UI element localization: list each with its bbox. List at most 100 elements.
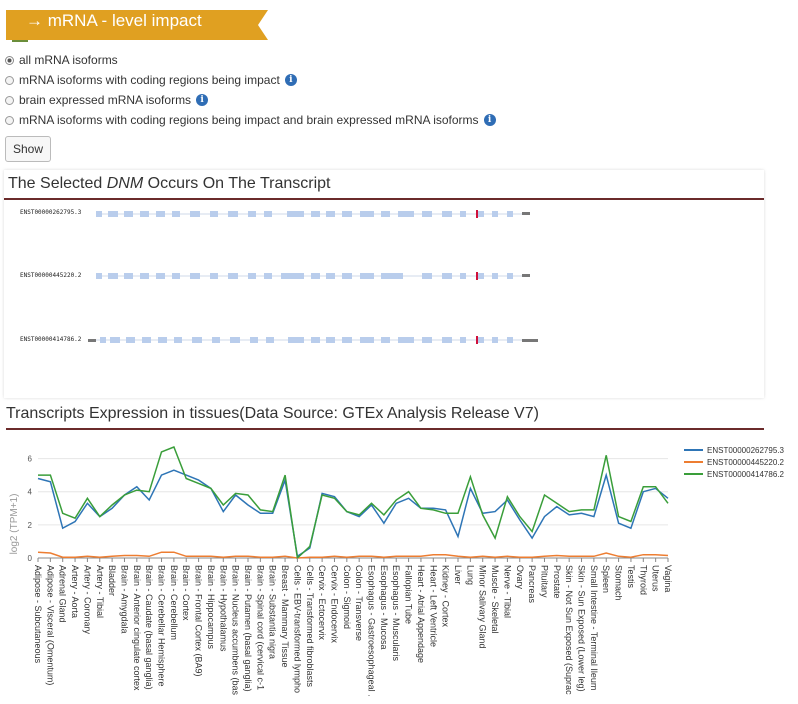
x-tick-label: Brain - Amygdala [119,565,129,634]
x-tick-label: Testis [626,565,636,589]
x-tick-label: Colon - Sigmoid [342,565,352,629]
filter-label: mRNA isoforms with coding regions being … [19,113,479,127]
legend-label[interactable]: ENST00000262795.3 [707,446,785,455]
x-tick-label: Artery - Aorta [70,565,80,618]
x-tick-label: Muscle - Skeletal [490,565,500,634]
filter-label: brain expressed mRNA isoforms [19,93,192,107]
series-line[interactable] [37,469,669,558]
filter-label: mRNA isoforms with coding regions being … [19,73,280,87]
y-axis-label: log2 (TPM+1) [9,494,20,555]
x-tick-label: Small Intestine - Terminal Ileum [589,565,599,690]
x-tick-label: Uterus [651,565,661,592]
x-tick-label: Cervix - Ectocervix [317,565,327,641]
radio-button[interactable] [5,55,14,65]
chart-grid [38,458,668,559]
x-tick-label: Breast - Mammary Tissue [280,565,290,668]
filter-coding-and-brain[interactable]: mRNA isoforms with coding regions being … [5,111,496,129]
legend-label[interactable]: ENST00000414786.2 [707,470,785,479]
x-tick-label: Cervix - Endocervix [329,565,339,644]
x-tick-label: Thyroid [638,565,648,595]
filter-coding-impact[interactable]: mRNA isoforms with coding regions being … [5,71,297,89]
x-tick-label: Brain - Cerebellum [169,565,179,640]
x-tick-label: Adrenal Gland [58,565,68,623]
expression-line-chart: 0 2 4 6 Adipose - Subcutaneous Adipose - Vis… [9,446,785,697]
x-tick-label: Cells - Transformed fibroblasts [305,565,315,688]
transcript-track [96,210,530,218]
y-tick-label: 0 [28,554,33,563]
radio-button[interactable] [5,75,14,85]
x-tick-label: Nerve - Tibial [502,565,512,618]
transcript-section-title: The Selected DNM Occurs On The Transcrip… [8,175,331,192]
legend-label[interactable]: ENST00000445220.2 [707,458,785,467]
filter-label: all mRNA isoforms [19,53,118,67]
x-tick-label: Prostate [552,565,562,599]
x-tick-label: Heart - Left Ventricle [428,565,438,647]
section-divider [4,198,764,200]
x-tick-label: Liver [453,565,463,585]
chart-series [37,446,669,560]
x-axis: Adipose - Subcutaneous Adipose - Visceral… [33,558,673,697]
x-tick-label: Brain - Hypothalamus [218,565,228,652]
info-icon[interactable]: i [284,74,297,86]
x-tick-label: Artery - Tibial [95,565,105,618]
section-divider [6,428,764,430]
x-tick-label: Brain - Substantia nigra [268,565,278,659]
x-tick-label: Pancreas [527,565,537,604]
transcript-label: ENST00000445220.2 [20,272,82,279]
transcript-track [88,336,538,344]
x-tick-label: Brain - Putamen (basal ganglia) [243,565,253,692]
x-tick-label: Pituitary [539,565,549,598]
banner-tail [12,40,28,42]
x-tick-label: Brain - Nucleus accumbens (bas [231,565,241,696]
transcript-label: ENST00000262795.3 [20,209,82,216]
x-tick-label: Heart - Atrial Appendage [416,565,426,663]
series-line[interactable] [38,446,669,560]
y-tick-label: 6 [28,455,33,464]
y-axis: 0 2 4 6 [28,455,33,563]
chart-legend: ENST00000262795.3 ENST00000445220.2 ENST00… [684,446,785,479]
x-tick-label: Brain - Caudate (basal ganglia) [144,565,154,690]
x-tick-label: Vagina [663,565,673,592]
info-icon[interactable]: i [196,94,209,106]
x-tick-label: Adipose - Visceral (Omentum) [45,565,55,685]
x-tick-label: Skin - Sun Exposed (Lower leg) [577,565,587,692]
x-tick-label: Ovary [515,565,525,590]
y-tick-label: 4 [28,488,33,497]
x-tick-label: Brain - Cortex [181,565,191,621]
radio-button[interactable] [5,115,14,125]
x-tick-label: Kidney - Cortex [441,565,451,628]
banner-title: → mRNA - level impact [26,11,202,30]
x-tick-label: Minor Salivary Gland [478,565,488,649]
x-tick-label: Cells - EBV-transformed lympho [292,565,302,693]
x-tick-label: Brain - Spinal cord (cervical c-1 [255,565,265,690]
x-tick-label: Brain - Frontal Cortex (BA9) [194,565,204,677]
x-tick-label: Esophagus - Mucosa [379,565,389,650]
show-button[interactable]: Show [5,136,51,162]
transcript-track [96,272,530,280]
x-tick-label: Brain - Hippocampus [206,565,216,650]
transcript-track-figure [88,210,538,344]
x-tick-label: Artery - Coronary [82,565,92,635]
section-banner [6,10,268,42]
expression-section-title: Transcripts Expression in tissues(Data S… [6,405,539,422]
info-icon[interactable]: i [483,114,496,126]
x-tick-label: Colon - Transverse [354,565,364,641]
x-tick-label: Fallopian Tube [404,565,414,624]
series-line[interactable] [37,551,669,559]
banner-ribbon [6,10,268,42]
x-tick-label: Skin - Not Sun Exposed (Suprac [564,565,574,695]
x-tick-label: Lung [465,565,475,585]
x-tick-label: Esophagus - Muscularis [391,565,401,662]
x-tick-label: Bladder [107,565,117,596]
x-tick-label: Brain - Cerebellar Hemisphere [157,565,167,687]
x-tick-label: Spleen [601,565,611,593]
y-tick-label: 2 [28,521,33,530]
x-tick-label: Adipose - Subcutaneous [33,565,43,664]
x-tick-label: Brain - Anterior cingulate cortex [132,565,142,691]
filter-all-isoforms[interactable]: all mRNA isoforms [5,51,118,69]
radio-button[interactable] [5,95,14,105]
x-tick-label: Stomach [614,565,624,601]
x-tick-label: Esophagus - Gastroesophageal . [367,565,377,697]
transcript-label: ENST00000414786.2 [20,336,82,343]
filter-brain-expressed[interactable]: brain expressed mRNA isoforms i [5,91,209,109]
